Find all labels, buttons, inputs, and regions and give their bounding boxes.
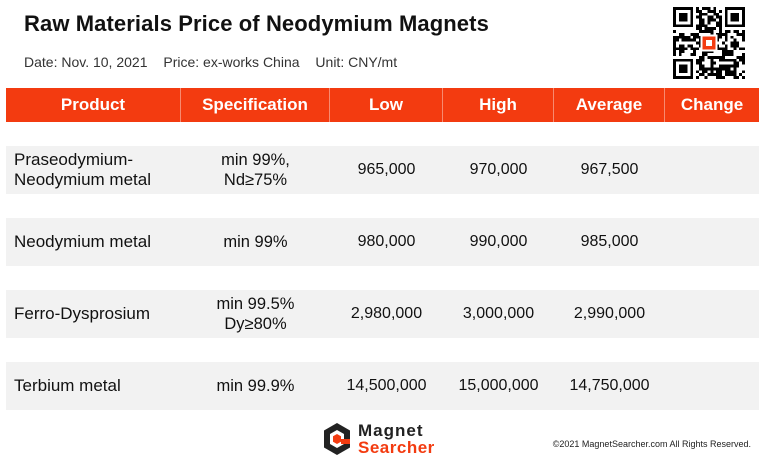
logo-text-magnet: Magnet <box>358 421 424 440</box>
table-row: Terbium metal min 99.9% 14,500,000 15,00… <box>6 362 759 410</box>
high-cell: 15,000,000 <box>443 362 554 410</box>
specification-cell: min 99.9% <box>181 362 330 410</box>
change-cell <box>665 362 759 410</box>
low-cell: 2,980,000 <box>330 290 443 338</box>
product-cell: Terbium metal <box>6 362 181 410</box>
high-cell: 990,000 <box>443 218 554 266</box>
column-header-low: Low <box>330 88 443 122</box>
page-title: Raw Materials Price of Neodymium Magnets <box>24 11 489 36</box>
table-row: Ferro-Dysprosium min 99.5% Dy≥80% 2,980,0… <box>6 290 759 338</box>
date-label: Date: Nov. 10, 2021 <box>24 54 148 70</box>
specification-cell: min 99% <box>181 218 330 266</box>
logo-text-searcher: Searcher <box>358 438 435 457</box>
product-cell: Ferro-Dysprosium <box>6 290 181 338</box>
unit-label: Unit: CNY/mt <box>315 54 398 70</box>
average-cell: 967,500 <box>554 146 665 194</box>
change-cell <box>665 290 759 338</box>
high-cell: 3,000,000 <box>443 290 554 338</box>
column-header-product: Product <box>6 88 181 122</box>
table-row: Praseodymium- Neodymium metal min 99%, Nd≥… <box>6 146 759 194</box>
specification-cell: min 99.5% Dy≥80% <box>181 290 330 338</box>
low-cell: 965,000 <box>330 146 443 194</box>
column-header-change: Change <box>665 88 759 122</box>
specification-cell: min 99%, Nd≥75% <box>181 146 330 194</box>
price-table: Product Specification Low High Average C… <box>6 88 759 410</box>
column-header-specification: Specification <box>181 88 330 122</box>
average-cell: 2,990,000 <box>554 290 665 338</box>
column-header-average: Average <box>554 88 665 122</box>
magnet-searcher-logo: Magnet Searcher <box>322 422 435 456</box>
average-cell: 985,000 <box>554 218 665 266</box>
high-cell: 970,000 <box>443 146 554 194</box>
average-cell: 14,750,000 <box>554 362 665 410</box>
magnet-searcher-logo-icon <box>324 423 350 455</box>
copyright-notice: ©2021 MagnetSearcher.com All Rights Rese… <box>552 439 751 449</box>
column-header-high: High <box>443 88 554 122</box>
low-cell: 980,000 <box>330 218 443 266</box>
table-header-row: Product Specification Low High Average C… <box>6 88 759 122</box>
price-meta: Date: Nov. 10, 2021 Price: ex-works Chin… <box>24 54 409 70</box>
product-cell: Neodymium metal <box>6 218 181 266</box>
qr-code-icon <box>673 7 745 79</box>
low-cell: 14,500,000 <box>330 362 443 410</box>
table-row: Neodymium metal min 99% 980,000 990,000 … <box>6 218 759 266</box>
change-cell <box>665 218 759 266</box>
price-basis-label: Price: ex-works China <box>163 54 300 70</box>
product-cell: Praseodymium- Neodymium metal <box>6 146 181 194</box>
change-cell <box>665 146 759 194</box>
